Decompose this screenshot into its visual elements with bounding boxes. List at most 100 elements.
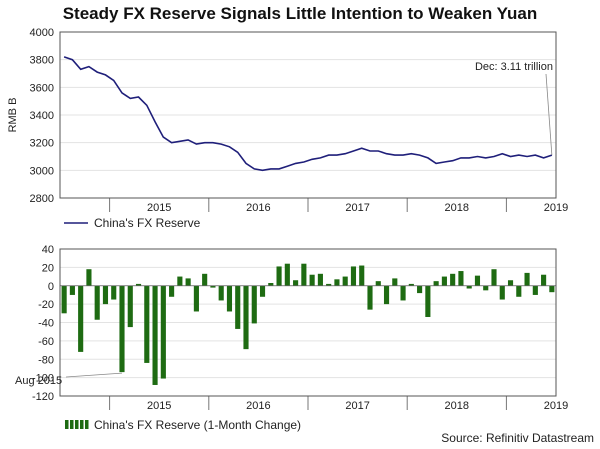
change-bar xyxy=(243,285,249,350)
change-bar xyxy=(119,285,125,373)
change-bar xyxy=(507,280,514,286)
change-bar xyxy=(160,285,166,379)
change-bar xyxy=(69,285,75,295)
top-y-tick-label: 3600 xyxy=(30,82,54,94)
change-bar xyxy=(516,285,522,297)
change-bar xyxy=(425,285,431,317)
top-y-tick-label: 3800 xyxy=(30,55,54,67)
change-bar xyxy=(383,285,390,305)
change-bar xyxy=(235,285,241,329)
change-bar xyxy=(94,285,100,320)
change-bar xyxy=(144,285,150,363)
bottom-y-tick-label: 20 xyxy=(42,262,54,274)
top-x-tick-label: 2018 xyxy=(445,202,469,214)
change-bar xyxy=(441,276,447,286)
top-y-tick-label: 3000 xyxy=(30,165,54,177)
bottom-y-tick-label: -20 xyxy=(38,299,54,311)
legend-bar-label: China's FX Reserve (1-Month Change) xyxy=(94,418,301,432)
bottom-x-tick-label: 2019 xyxy=(544,400,568,412)
top-x-tick-label: 2019 xyxy=(544,202,568,214)
bottom-y-tick-label: -100 xyxy=(32,373,54,385)
change-bar xyxy=(78,285,84,352)
change-bar xyxy=(169,285,175,297)
top-y-tick-label: 3200 xyxy=(30,138,54,150)
top-y-tick-label: 2800 xyxy=(30,193,54,205)
change-bar xyxy=(342,276,348,286)
legend-line-label: China's FX Reserve xyxy=(94,216,201,230)
change-bar xyxy=(210,285,216,288)
change-bar xyxy=(466,285,472,289)
change-bar xyxy=(317,273,323,286)
top-frame xyxy=(59,31,557,199)
bottom-y-tick-label: -60 xyxy=(38,336,54,348)
change-bar xyxy=(259,285,266,297)
change-bar xyxy=(218,285,224,301)
change-bar xyxy=(392,278,398,286)
change-bar xyxy=(127,285,133,328)
bottom-x-tick-label: 2016 xyxy=(246,400,270,412)
change-bar xyxy=(499,285,505,300)
change-bar xyxy=(276,266,282,286)
change-bar xyxy=(135,283,142,286)
annotation-dec-value: Dec: 3.11 trillion xyxy=(475,61,553,73)
legend-bar-swatch xyxy=(75,420,79,429)
reserve-line-chart: 2800 3000 3200 3400 3600 3800 4000 2015 2016 2017… xyxy=(7,27,568,230)
change-bar xyxy=(483,285,489,291)
legend-bar-swatch xyxy=(65,420,69,429)
legend-bar-swatch xyxy=(70,420,74,429)
change-bar xyxy=(458,271,464,286)
top-y-tick-label: 3400 xyxy=(30,110,54,122)
change-bar xyxy=(251,285,257,324)
bottom-frame xyxy=(59,248,557,397)
bottom-x-tick-label: 2015 xyxy=(147,400,171,412)
change-bar xyxy=(177,276,183,286)
monthly-change-bar-chart: -120 -100 -80 -60 -40 -20 0 20 40 2015 2016 2017 201… xyxy=(15,244,568,432)
change-bar xyxy=(532,285,538,295)
change-bar xyxy=(450,273,456,286)
change-bar xyxy=(185,278,191,286)
bottom-y-tick-label: 0 xyxy=(48,281,54,293)
change-bar xyxy=(202,273,208,286)
change-bar xyxy=(549,285,555,293)
top-y-tick-label: 4000 xyxy=(30,27,54,39)
bottom-y-tick-label: -40 xyxy=(38,318,54,330)
change-bar xyxy=(400,285,406,301)
change-bar xyxy=(102,285,109,305)
change-bar xyxy=(152,285,158,385)
change-bar xyxy=(226,285,233,312)
change-bar xyxy=(193,285,199,312)
bottom-x-tick-label: 2017 xyxy=(345,400,369,412)
annotation-leader-line xyxy=(65,372,123,378)
bottom-y-tick-label: -120 xyxy=(32,391,54,403)
change-bar xyxy=(350,266,357,286)
source-note: Source: Refinitiv Datastream xyxy=(441,431,594,445)
change-bar xyxy=(86,269,92,286)
top-x-tick-label: 2015 xyxy=(147,202,171,214)
change-bar xyxy=(408,283,414,286)
bottom-x-tick-label: 2018 xyxy=(445,400,469,412)
change-bar xyxy=(524,272,530,286)
change-bar xyxy=(359,265,365,286)
change-bar xyxy=(541,274,547,286)
annotation-aug-2015: Aug 2015 xyxy=(15,375,62,387)
change-bar xyxy=(284,263,290,286)
top-y-axis-label: RMB B xyxy=(7,98,19,133)
change-bar xyxy=(268,282,274,286)
change-bar xyxy=(111,285,117,300)
change-bar xyxy=(309,274,315,286)
change-bar xyxy=(491,269,497,286)
change-bar xyxy=(293,280,299,286)
change-bar xyxy=(61,285,67,314)
legend-bar-swatch xyxy=(85,420,89,429)
change-bar xyxy=(334,279,340,286)
chart-title: Steady FX Reserve Signals Little Intenti… xyxy=(62,4,538,23)
change-bar xyxy=(375,281,381,286)
reserve-series-line xyxy=(63,56,553,172)
change-bar xyxy=(326,283,332,286)
change-bar xyxy=(474,275,481,286)
top-x-tick-label: 2016 xyxy=(246,202,270,214)
change-bar xyxy=(433,281,439,286)
change-bar xyxy=(367,285,373,310)
annotation-leader-line xyxy=(545,73,553,156)
